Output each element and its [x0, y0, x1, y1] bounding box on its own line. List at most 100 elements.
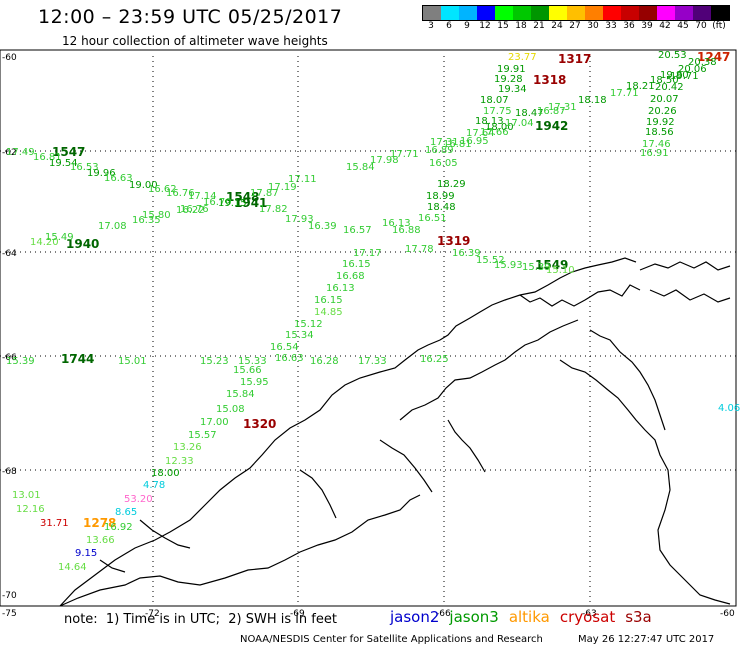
- wave-height-label: 4.78: [143, 480, 165, 491]
- track-time: 1319: [437, 234, 470, 248]
- colorbar-label: 6: [446, 21, 452, 31]
- lat-label: -70: [2, 591, 17, 601]
- wave-height-label: 19.80: [660, 70, 689, 81]
- colorbar-cell: [711, 6, 729, 20]
- wave-height-label: 15.01: [118, 356, 147, 367]
- wave-height-label: 16.63: [104, 173, 133, 184]
- wave-height-label: 16.57: [343, 225, 372, 236]
- wave-height-label: 17.00: [200, 417, 229, 428]
- wave-height-label: 53.20: [124, 494, 153, 505]
- lon-label: -60: [720, 609, 735, 619]
- colorbar-cell: [477, 6, 495, 20]
- satellite-legend: jason2 jason3 altika cryosat s3a: [390, 608, 662, 626]
- track-time: 1942: [535, 119, 568, 133]
- colorbar-label: 21: [533, 21, 545, 31]
- track-time: 1247: [697, 50, 730, 64]
- track-time: 1318: [533, 73, 566, 87]
- wave-height-label: 17.71: [610, 88, 639, 99]
- wave-height-label: 14.64: [58, 562, 87, 573]
- wave-height-label: 4.06: [718, 403, 740, 414]
- lat-label: -68: [2, 467, 17, 477]
- wave-height-label: 15.23: [200, 356, 229, 367]
- lon-label: -66: [436, 609, 451, 619]
- colorbar-label: 3: [428, 21, 434, 31]
- wave-height-label: 15.93: [494, 260, 523, 271]
- wave-height-label: 17.11: [288, 174, 317, 185]
- wave-height-label: 15.34: [285, 330, 314, 341]
- colorbar-label: 45: [677, 21, 689, 31]
- wave-height-label: 19.92: [646, 117, 675, 128]
- track-time: 1941: [234, 196, 267, 210]
- legend-item: cryosat: [559, 608, 616, 626]
- wave-height-label: 16.63: [275, 353, 304, 364]
- track-time: 1549: [535, 258, 568, 272]
- lat-label: -64: [2, 249, 17, 259]
- colorbar-cell: [675, 6, 693, 20]
- track-times: 1547 1548 1941 1940 1942 1317 1318 1319 …: [52, 50, 730, 530]
- legend-item: altika: [508, 608, 550, 626]
- wave-height-label: 15.84: [346, 162, 375, 173]
- colorbar-label: 9: [464, 21, 470, 31]
- wave-height-label: 20.06: [678, 64, 707, 75]
- colorbar-label: 27: [569, 21, 581, 31]
- lon-label: -75: [2, 609, 17, 619]
- colorbar-label: 33: [605, 21, 617, 31]
- lon-label: -72: [145, 609, 160, 619]
- coastline: [59, 257, 731, 607]
- legend-item: jason3: [449, 608, 499, 626]
- colorbar-cell: [603, 6, 621, 20]
- wave-height-label: 14.85: [314, 307, 343, 318]
- wave-height-label: 15.80: [142, 210, 171, 221]
- wave-height-label: 9.15: [75, 548, 97, 559]
- wave-height-label: 12.16: [16, 504, 45, 515]
- graticule: [0, 56, 736, 606]
- wave-height-label: 16.76: [180, 204, 209, 215]
- wave-height-label: 16.28: [310, 356, 339, 367]
- wave-height-label: 8.65: [115, 507, 137, 518]
- lat-label: -62: [2, 148, 17, 158]
- wave-height-label: 17.93: [285, 214, 314, 225]
- wave-height-label: 17.08: [98, 221, 127, 232]
- wave-height-label: 15.08: [216, 404, 245, 415]
- wave-height-label: 16.87: [537, 106, 566, 117]
- wave-height-label: 16.76: [166, 188, 195, 199]
- colorbar-label: 30: [587, 21, 599, 31]
- lon-label: -63: [582, 609, 597, 619]
- wave-height-label: 13.26: [173, 442, 202, 453]
- wave-height-label: 19.71: [670, 71, 699, 82]
- wave-height-label: 16.51: [418, 213, 447, 224]
- wave-height-label: 16.68: [336, 271, 365, 282]
- colorbar-label: 15: [497, 21, 509, 31]
- track-time: 1940: [66, 237, 99, 251]
- wave-height-label: 20.07: [650, 94, 679, 105]
- wave-height-label: 15.33: [238, 356, 267, 367]
- wave-height-label: 23.77: [508, 52, 537, 63]
- wave-height-label: 13.01: [12, 490, 41, 501]
- wave-height-colorbar: [422, 5, 730, 21]
- wave-height-label: 16.22: [176, 205, 205, 216]
- wave-height-label: 20.38: [688, 57, 717, 68]
- wave-height-label: 16.35: [132, 215, 161, 226]
- wave-height-label: 31.71: [40, 518, 69, 529]
- wave-height-label: 18.07: [480, 95, 509, 106]
- wave-height-label: 16.05: [429, 158, 458, 169]
- wave-height-label: 17.14: [188, 191, 217, 202]
- wave-height-label: 16.54: [270, 342, 299, 353]
- wave-height-label: 18.50: [650, 75, 679, 86]
- wave-height-label: 19.34: [498, 84, 527, 95]
- wave-height-label: 18.56: [645, 127, 674, 138]
- track-time: 1744: [61, 352, 94, 366]
- wave-height-label: 18.21: [626, 81, 655, 92]
- generated-timestamp: May 26 12:27:47 UTC 2017: [578, 634, 715, 645]
- track-time: 1317: [558, 52, 591, 66]
- wave-height-label: 17.49: [6, 147, 35, 158]
- wave-height-label: 16.95: [460, 136, 489, 147]
- wave-height-label: 16.15: [342, 259, 371, 270]
- colorbar-cell: [513, 6, 531, 20]
- colorbar-cell: [531, 6, 549, 20]
- lat-label: -66: [2, 353, 17, 363]
- wave-height-label: 18.29: [437, 179, 466, 190]
- colorbar-label: 18: [515, 21, 527, 31]
- legend-item: jason2: [390, 608, 440, 626]
- page-subtitle: 12 hour collection of altimeter wave hei…: [62, 34, 328, 48]
